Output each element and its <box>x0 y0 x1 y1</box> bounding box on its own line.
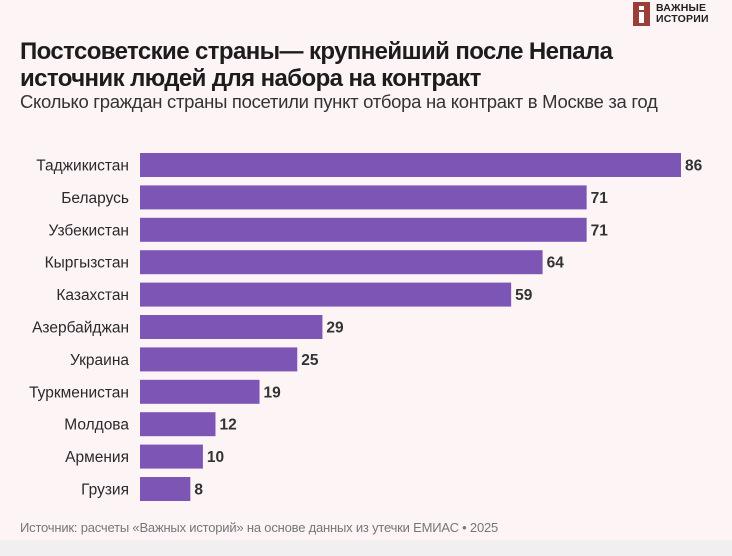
category-label: Кыргызстан <box>45 255 129 272</box>
bar <box>140 315 323 339</box>
brand-logo-icon <box>633 2 650 26</box>
source-note: Источник: расчеты «Важных историй» на ос… <box>20 520 499 535</box>
chart-subtitle: Сколько граждан страны посетили пункт от… <box>20 91 658 112</box>
data-label: 86 <box>685 158 703 175</box>
data-label: 64 <box>547 255 565 272</box>
bar <box>140 250 543 275</box>
bar <box>140 412 216 437</box>
category-label: Молдова <box>64 417 129 434</box>
brand-name-line2: ИСТОРИИ <box>656 13 709 25</box>
bar <box>140 347 298 372</box>
data-label: 8 <box>194 482 203 499</box>
bar <box>140 153 681 177</box>
data-label: 29 <box>326 320 344 337</box>
brand-logo: ВАЖНЫЕ ИСТОРИИ <box>633 2 709 26</box>
data-label: 71 <box>591 222 609 239</box>
bar <box>140 217 587 242</box>
data-label: 12 <box>219 417 236 434</box>
bar <box>140 185 587 210</box>
bar-chart: Таджикистан 86 Беларусь 71 Узбекистан 71 Кыргы… <box>29 153 703 501</box>
brand-name: ВАЖНЫЕ ИСТОРИИ <box>656 3 709 25</box>
data-label: 19 <box>264 384 282 401</box>
category-label: Украина <box>70 352 129 369</box>
category-label: Беларусь <box>61 190 129 207</box>
category-label: Грузия <box>81 482 129 499</box>
bottom-band <box>0 540 732 556</box>
category-label: Армения <box>65 449 129 466</box>
chart-title: Постсоветские страны— крупнейший после Н… <box>20 38 613 92</box>
category-label: Узбекистан <box>48 222 129 239</box>
bar <box>140 477 191 501</box>
data-label: 71 <box>591 190 609 207</box>
bar <box>140 444 203 469</box>
category-label: Казахстан <box>56 287 129 304</box>
bar <box>140 282 512 307</box>
category-label: Азербайджан <box>32 320 129 337</box>
data-label: 10 <box>207 449 224 466</box>
bar <box>140 379 260 404</box>
category-label: Таджикистан <box>36 158 129 175</box>
data-label: 25 <box>301 352 319 369</box>
category-label: Туркменистан <box>29 384 129 401</box>
brand-name-line1: ВАЖНЫЕ <box>656 2 707 14</box>
data-label: 59 <box>515 287 533 304</box>
